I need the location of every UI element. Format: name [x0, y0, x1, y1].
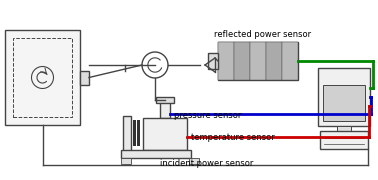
Bar	[137, 120, 140, 146]
Bar	[160, 100, 170, 118]
Bar	[189, 158, 199, 164]
Bar	[323, 85, 365, 121]
Bar	[218, 42, 234, 80]
Bar	[266, 42, 282, 80]
Bar	[121, 150, 191, 158]
Bar	[121, 158, 131, 164]
Bar	[250, 42, 266, 80]
Bar	[318, 68, 370, 126]
Bar	[123, 116, 131, 152]
Text: reflected power sensor: reflected power sensor	[214, 30, 311, 39]
Bar	[156, 97, 174, 103]
Bar	[337, 126, 351, 131]
Bar	[125, 120, 128, 146]
Bar	[80, 71, 89, 84]
Bar	[129, 120, 132, 146]
Text: temperature sensor: temperature sensor	[191, 134, 275, 143]
Bar	[133, 120, 136, 146]
Bar	[143, 118, 187, 150]
Bar	[5, 30, 80, 125]
Bar	[282, 42, 298, 80]
Bar	[13, 38, 72, 117]
Text: pressure sensor: pressure sensor	[174, 111, 242, 120]
Text: incident power sensor: incident power sensor	[160, 159, 253, 168]
Bar	[218, 42, 298, 80]
Bar	[234, 42, 250, 80]
Bar	[320, 131, 368, 149]
Bar	[208, 53, 218, 69]
